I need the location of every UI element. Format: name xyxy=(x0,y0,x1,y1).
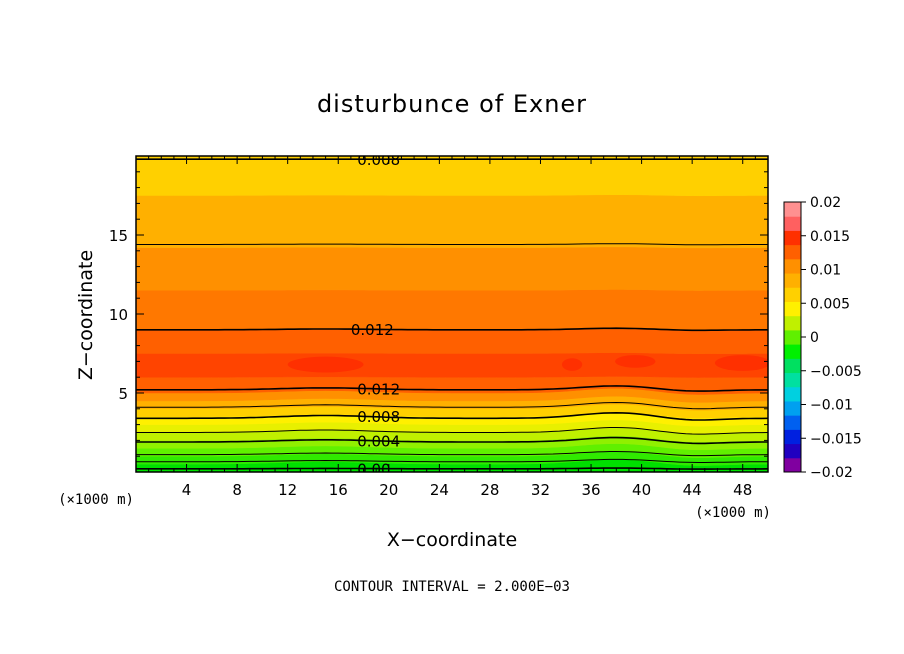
contour-label: 0.012 xyxy=(357,380,400,398)
x-tick-label: 32 xyxy=(531,481,550,499)
contour-label: 0.012 xyxy=(351,321,394,339)
y-tick-label: 15 xyxy=(109,227,128,245)
y-axis-label: Z−coordinate xyxy=(75,250,97,380)
colorbar-label: −0.02 xyxy=(810,465,853,481)
colorbar-swatch xyxy=(784,386,801,402)
colorbar-swatch xyxy=(784,258,801,274)
colorbar-swatch xyxy=(784,216,801,231)
x-tick-label: 12 xyxy=(278,481,297,499)
x-tick-label: 48 xyxy=(733,481,752,499)
colorbar-swatch xyxy=(784,457,801,473)
contour-band xyxy=(136,289,768,331)
maximum-blob xyxy=(561,358,583,371)
contour-line xyxy=(136,327,768,332)
x-axis: 4 8 12 16 20 24 28 32 36 40 44 48 xyxy=(148,156,756,499)
colorbar-label: −0.005 xyxy=(810,364,862,380)
colorbar-swatch xyxy=(784,315,801,331)
contour-label: 0.008 xyxy=(357,408,400,426)
colorbar-label: 0 xyxy=(810,330,819,346)
y-tick-label: 5 xyxy=(118,385,128,403)
x-tick-label: 24 xyxy=(430,481,449,499)
colorbar-swatch xyxy=(784,400,801,416)
chart-title: disturbunce of Exner xyxy=(317,90,587,118)
contour-line xyxy=(136,436,768,445)
contour-line xyxy=(136,243,768,246)
plot-area: 0.00 0.004 0.008 0.012 0.012 0.008 xyxy=(135,151,769,479)
y-tick-label: 10 xyxy=(109,306,128,324)
x-tick-label: 16 xyxy=(329,481,348,499)
colorbar-swatch xyxy=(784,358,801,374)
contour-label: 0.00 xyxy=(357,461,390,479)
colorbar-label: 0.01 xyxy=(810,263,841,279)
colorbar: 0.02 0.015 0.01 0.005 0 −0.005 −0.01 −0.015 −0.0… xyxy=(783,195,862,481)
colorbar-label: 0.02 xyxy=(810,195,841,211)
colorbar-label: −0.01 xyxy=(810,398,853,414)
colorbar-swatch xyxy=(784,273,801,288)
contour-line xyxy=(136,458,768,463)
x-tick-label: 4 xyxy=(182,481,192,499)
x-tick-label: 40 xyxy=(632,481,651,499)
contour-line xyxy=(136,401,768,410)
maximum-blob xyxy=(714,355,768,371)
contour-band xyxy=(136,352,768,378)
contour-line xyxy=(136,411,768,421)
colorbar-swatch xyxy=(784,415,801,430)
colorbar-label: 0.005 xyxy=(810,296,850,312)
maximum-blob xyxy=(615,355,656,368)
colorbar-label: −0.015 xyxy=(810,431,862,447)
colorbar-swatch xyxy=(784,301,801,317)
x-tick-label: 28 xyxy=(480,481,499,499)
contour-band xyxy=(136,246,768,291)
y-axis: 5 10 15 xyxy=(109,171,768,457)
maximum-blob xyxy=(287,356,364,373)
colorbar-swatch xyxy=(784,230,801,246)
contour-band xyxy=(136,156,768,197)
x-unit-left: (×1000 m) xyxy=(58,492,134,508)
colorbar-swatch xyxy=(784,443,801,459)
x-tick-label: 20 xyxy=(379,481,398,499)
contour-band xyxy=(136,328,768,355)
colorbar-label: 0.015 xyxy=(810,229,850,245)
contour-label: 0.008 xyxy=(357,151,400,169)
contour-band xyxy=(136,194,768,249)
x-tick-label: 44 xyxy=(683,481,702,499)
colorbar-swatch xyxy=(784,287,801,302)
contour-line xyxy=(136,451,768,457)
x-unit-right: (×1000 m) xyxy=(695,505,771,521)
contour-interval-note: CONTOUR INTERVAL = 2.000E−03 xyxy=(334,579,570,595)
colorbar-swatch xyxy=(784,202,801,217)
colorbar-swatch xyxy=(784,372,801,388)
plot-fill: 0.00 0.004 0.008 0.012 0.012 0.008 xyxy=(136,151,768,479)
x-axis-label: X−coordinate xyxy=(387,529,517,551)
contour-line xyxy=(136,385,768,392)
colorbar-swatch xyxy=(784,244,801,260)
x-tick-label: 8 xyxy=(232,481,242,499)
x-tick-label: 36 xyxy=(581,481,600,499)
contour-label: 0.004 xyxy=(357,432,400,450)
contour-band xyxy=(136,376,768,395)
colorbar-swatch xyxy=(784,429,801,445)
contour-line xyxy=(136,427,768,435)
colorbar-swatch xyxy=(784,344,801,359)
colorbar-swatch xyxy=(784,329,801,345)
